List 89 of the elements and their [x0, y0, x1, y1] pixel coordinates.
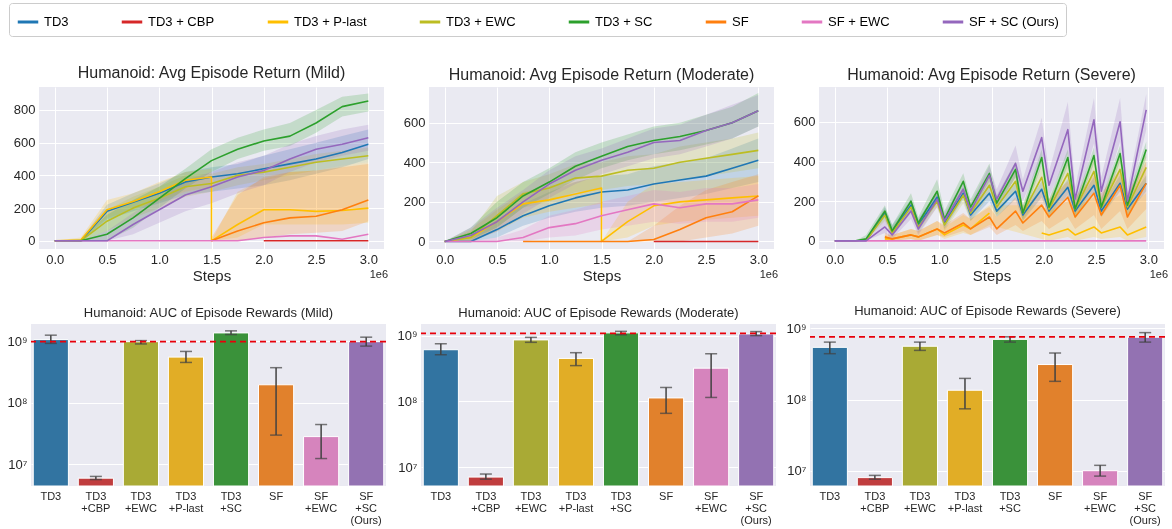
x-tick-label: SF +SC (Ours)	[740, 489, 772, 526]
x-tick-label: SF +SC (Ours)	[1129, 489, 1161, 526]
y-tick-label: 10⁷	[8, 456, 28, 472]
x-tick-label: TD3 +P-last	[947, 489, 983, 514]
x-tick-label: 0.0	[826, 251, 845, 267]
x-tick-label: 0.0	[436, 251, 455, 267]
chart-title: Humanoid: AUC of Episode Rewards (Moderate)	[458, 305, 739, 320]
y-tick-label: 10⁸	[786, 392, 807, 408]
x-tick-label: SF	[269, 489, 284, 502]
x-tick-label: TD3	[819, 489, 841, 502]
legend-label: TD3 + P-last	[294, 14, 367, 29]
chart-title: Humanoid: AUC of Episode Rewards (Severe)	[854, 303, 1121, 319]
legend-label: TD3 + CBP	[148, 14, 215, 29]
x-tick-label: TD3 +CBP	[860, 489, 890, 514]
text: 1e6	[1149, 268, 1168, 280]
x-tick-label: TD3 +P-last	[558, 489, 594, 514]
y-tick-label: 400	[403, 154, 426, 170]
legend-label: SF + EWC	[828, 14, 890, 29]
legend-label: SF	[732, 14, 749, 29]
x-axis-title: Steps	[972, 266, 1012, 284]
x-tick-label: 2.5	[1087, 251, 1106, 267]
y-tick-label: 400	[13, 167, 36, 183]
y-tick-label: 800	[13, 102, 36, 118]
x-tick-label: 1.5	[982, 251, 1002, 267]
x-tick-label: TD3 +EWC	[514, 489, 548, 514]
x-tick-label: TD3 +SC	[610, 489, 632, 514]
x-tick-label: TD3 +EWC	[124, 489, 158, 514]
y-tick-label: 200	[13, 200, 36, 216]
y-tick-label: 10⁷	[398, 459, 418, 475]
legend-label: SF + SC (Ours)	[969, 14, 1059, 29]
chart-title: Humanoid: Avg Episode Return (Severe)	[847, 66, 1136, 83]
chart-title: Humanoid: AUC of Episode Rewards (Mild)	[83, 305, 334, 320]
x-tick-label: 3.0	[749, 251, 768, 267]
y-tick-label: 10⁹	[7, 333, 28, 349]
line-series	[210, 199, 370, 242]
x-tick-label: 1.5	[202, 251, 222, 267]
x-tick-label: 3.0	[359, 251, 378, 267]
y-tick-label: 0	[418, 233, 426, 249]
legend-label: TD3 + EWC	[446, 14, 516, 29]
y-tick-label: 0	[28, 233, 36, 249]
y-tick-label: 200	[403, 194, 426, 210]
x-axis-title: Steps	[192, 266, 232, 284]
legend-label: TD3	[44, 14, 69, 29]
y-tick-label: 10⁹	[786, 320, 807, 336]
x-tick-label: 2.0	[255, 251, 274, 267]
text: 1e6	[369, 268, 388, 280]
x-tick-label: 3.0	[1139, 251, 1158, 267]
x-tick-label: SF +SC (Ours)	[350, 489, 382, 526]
y-tick-label: 600	[403, 115, 426, 131]
y-tick-label: 10⁹	[397, 328, 418, 344]
chart-title: Humanoid: Avg Episode Return (Mild)	[77, 63, 346, 81]
y-tick-label: 400	[793, 153, 816, 169]
x-axis-title: Steps	[582, 266, 622, 284]
x-tick-label: SF +EWC	[1084, 489, 1117, 514]
line-series	[522, 195, 760, 243]
x-tick-label: SF +EWC	[695, 489, 728, 514]
x-tick-label: SF +EWC	[305, 489, 338, 514]
y-tick-label: 10⁸	[7, 395, 28, 411]
x-tick-label: 0.5	[98, 251, 117, 267]
x-tick-label: 1.0	[930, 251, 949, 267]
legend-label: TD3 + SC	[595, 14, 653, 29]
x-tick-label: 0.5	[488, 251, 507, 267]
y-tick-label: 600	[13, 135, 36, 151]
text: 1e6	[759, 268, 778, 280]
x-tick-label: TD3 +CBP	[471, 489, 501, 514]
x-tick-label: TD3 +EWC	[903, 489, 937, 514]
x-tick-label: 2.5	[307, 251, 326, 267]
x-tick-label: TD3 +P-last	[168, 489, 204, 514]
x-tick-label: TD3 +SC	[220, 489, 242, 514]
y-tick-label: 600	[793, 114, 816, 130]
x-tick-label: 0.0	[46, 251, 65, 267]
x-tick-label: 2.0	[1035, 251, 1054, 267]
chart-title: Humanoid: Avg Episode Return (Moderate)	[448, 66, 755, 83]
x-tick-label: 1.0	[540, 251, 559, 267]
y-tick-label: 10⁸	[397, 393, 418, 409]
x-tick-label: TD3 +CBP	[81, 489, 111, 514]
x-tick-label: SF	[1048, 489, 1063, 502]
x-tick-label: TD3	[430, 489, 452, 502]
y-tick-label: 200	[793, 193, 816, 209]
x-tick-label: 0.5	[878, 251, 897, 267]
x-tick-label: 2.0	[645, 251, 664, 267]
x-tick-label: TD3	[40, 489, 62, 502]
y-tick-label: 0	[808, 233, 816, 249]
x-tick-label: 2.5	[697, 251, 716, 267]
x-tick-label: 1.0	[150, 251, 169, 267]
x-tick-label: TD3 +SC	[999, 489, 1021, 514]
x-tick-label: SF	[659, 489, 674, 502]
x-tick-label: 1.5	[592, 251, 612, 267]
y-tick-label: 10⁷	[787, 463, 807, 479]
